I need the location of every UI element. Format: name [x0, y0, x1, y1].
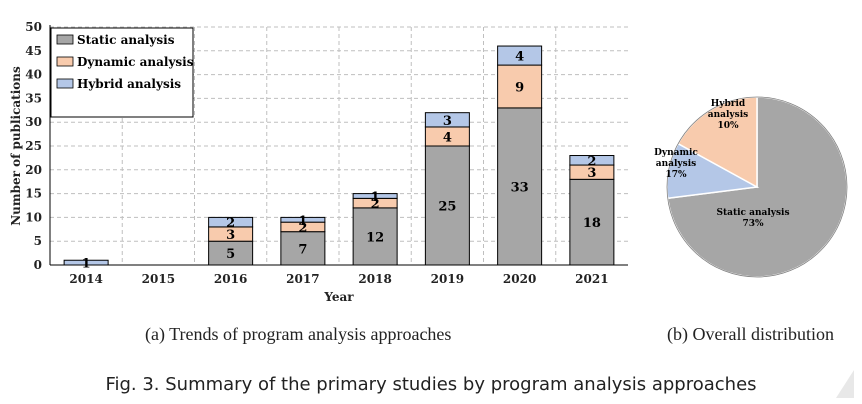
data-label: 2 [587, 154, 596, 169]
y-axis-label: Number of publications [9, 66, 23, 226]
data-label: 9 [515, 81, 524, 96]
legend-label: Static analysis [77, 33, 175, 47]
bar-segment [569, 178, 615, 266]
bar-segment [424, 112, 470, 128]
x-tick-label: 2018 [358, 272, 391, 286]
x-tick-label: 2014 [69, 272, 102, 286]
data-label: 33 [511, 180, 529, 195]
bar-segment [280, 216, 326, 223]
x-tick-label: 2019 [431, 272, 464, 286]
data-label: 3 [443, 114, 452, 129]
y-tick-label: 25 [25, 139, 42, 153]
pie-slice-percent: 73% [742, 219, 764, 229]
y-tick-label: 20 [25, 163, 42, 177]
data-label: 1 [298, 214, 307, 229]
bar-segment [63, 259, 109, 266]
data-label: 1 [371, 190, 380, 205]
bar-segment [497, 45, 543, 66]
y-tick-label: 0 [34, 258, 42, 272]
data-label: 4 [443, 130, 452, 145]
bar-segment [497, 64, 543, 109]
y-tick-label: 10 [25, 210, 42, 224]
data-label: 3 [587, 166, 596, 181]
legend-swatch [56, 78, 74, 89]
data-label: 25 [438, 200, 456, 215]
y-tick-label: 5 [34, 234, 42, 248]
bar-segment [352, 193, 398, 199]
legend-label: Hybrid analysis [77, 77, 181, 91]
data-label: 12 [366, 230, 384, 245]
x-tick-label: 2015 [142, 272, 175, 286]
data-label: 7 [298, 242, 307, 257]
data-label: 3 [226, 228, 235, 243]
pie-slice-name: Dynamic [654, 148, 698, 158]
x-axis-label: Year [323, 290, 354, 304]
bar-segment [352, 207, 398, 266]
figure-caption: Fig. 3. Summary of the primary studies b… [105, 374, 757, 395]
legend-swatch [56, 34, 74, 45]
x-tick-label: 2017 [286, 272, 319, 286]
legend-label: Dynamic analysis [77, 55, 194, 69]
bar-segment [280, 231, 326, 266]
pie-slice-percent: 17% [665, 170, 687, 180]
pie-slice-name: Static analysis [716, 208, 789, 218]
y-tick-label: 40 [25, 68, 42, 82]
x-tick-label: 2020 [503, 272, 536, 286]
pie-chart: Static analysis73%Hybridanalysis10%Dynam… [654, 96, 848, 278]
subcaption-a: (a) Trends of program analysis approache… [145, 324, 452, 344]
data-label: 5 [226, 247, 235, 262]
data-label: 4 [515, 50, 524, 65]
y-tick-label: 45 [25, 44, 42, 58]
bar-segment [497, 107, 543, 266]
y-tick-label: 15 [25, 187, 42, 201]
legend-swatch [56, 56, 74, 67]
data-label: 2 [298, 221, 307, 236]
pie-slice-name: Hybrid [711, 99, 746, 109]
subcaption-b: (b) Overall distribution [667, 324, 834, 344]
x-tick-label: 2016 [214, 272, 247, 286]
bar-segment [208, 216, 254, 228]
y-tick-label: 30 [25, 115, 42, 129]
pie-slice-name: analysis [656, 159, 696, 169]
data-label: 2 [371, 197, 380, 212]
pie-outline [666, 96, 848, 278]
pie-slice-percent: 10% [717, 121, 739, 131]
y-tick-label: 35 [25, 91, 42, 105]
bar-segment [569, 155, 615, 166]
y-tick-label: 50 [25, 20, 42, 34]
data-label: 1 [82, 257, 91, 272]
legend-box [50, 27, 194, 118]
page-corner-mark [836, 370, 854, 398]
bar-segment [424, 145, 470, 266]
x-tick-label: 2021 [575, 272, 608, 286]
pie-slice-name: analysis [708, 110, 748, 120]
data-label: 2 [226, 216, 235, 231]
data-label: 18 [583, 216, 601, 231]
